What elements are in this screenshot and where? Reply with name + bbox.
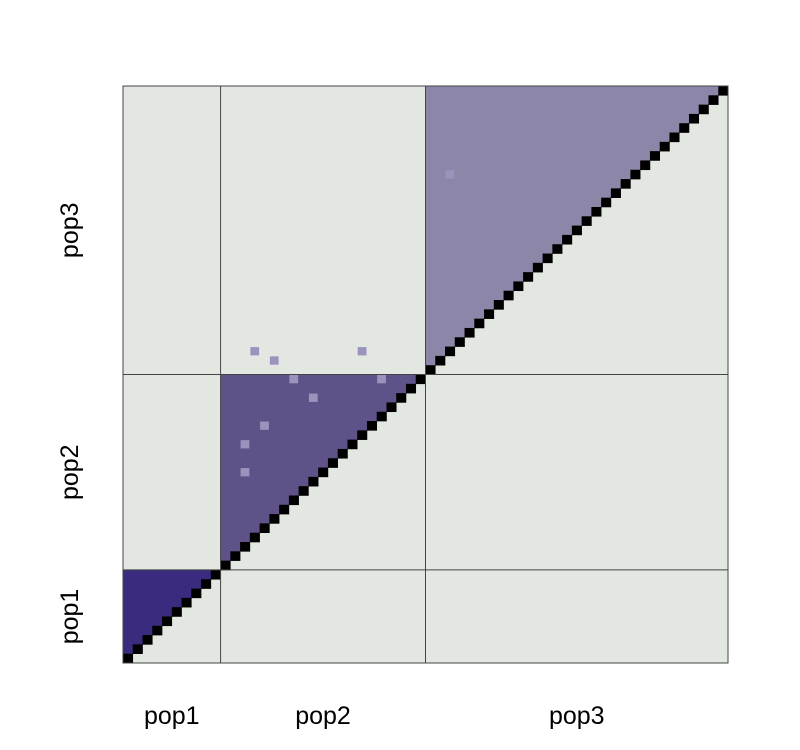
- x-tick-label: pop3: [549, 702, 605, 730]
- plot-frame: [122, 85, 729, 664]
- outlier-cell-1: [269, 356, 279, 365]
- diagonal-cell: [181, 597, 192, 608]
- diagonal-cell: [523, 272, 534, 282]
- y-tick-label: pop3: [56, 202, 84, 258]
- diagonal-cell: [552, 244, 563, 254]
- diagonal-cell: [396, 393, 407, 403]
- diagonal-cell: [230, 551, 241, 561]
- outlier-cell-9: [445, 170, 455, 179]
- diagonal-cell: [308, 476, 319, 487]
- x-tick-label: pop2: [295, 702, 351, 730]
- diagonal-cell: [152, 625, 163, 636]
- diagonal-cell: [698, 104, 709, 115]
- diagonal-cell: [191, 588, 202, 599]
- diagonal-cell: [201, 579, 212, 589]
- diagonal-cell: [337, 448, 348, 459]
- diagonal-cell: [210, 569, 221, 580]
- diagonal-cell: [591, 206, 602, 217]
- diagonal-cell: [415, 374, 426, 385]
- diagonal-cell: [659, 141, 670, 152]
- y-tick-label: pop1: [56, 589, 84, 645]
- diagonal-cell: [279, 504, 290, 515]
- diagonal-cell: [249, 532, 260, 543]
- population-dividers: [123, 86, 728, 663]
- diagonal-cell: [327, 458, 338, 468]
- diagonal-cell: [503, 290, 514, 301]
- diagonal-cell: [318, 467, 329, 478]
- diagonal-cell: [357, 430, 368, 440]
- diagonal-cell: [259, 523, 270, 534]
- diagonal-cell: [142, 635, 153, 645]
- diagonal-cell: [298, 486, 309, 496]
- diagonal-cell: [669, 132, 680, 143]
- outlier-cell-0: [250, 347, 260, 356]
- diagonal-cell: [610, 188, 621, 198]
- diagonal-cell: [240, 542, 251, 552]
- diagonal-cell: [269, 514, 280, 524]
- outlier-cell-3: [289, 375, 299, 384]
- diagonal-cell: [601, 197, 612, 208]
- diagonal-cell: [688, 113, 700, 124]
- diagonal-cell: [474, 318, 485, 329]
- diagonal-cell: [581, 216, 592, 226]
- diagonal-cell: [435, 355, 446, 366]
- diagonal-cell: [376, 411, 387, 422]
- diagonal-cell: [513, 281, 524, 292]
- diagonal-cell: [562, 234, 573, 245]
- diagonal-cell: [571, 225, 582, 236]
- diagonal-cell: [620, 179, 631, 189]
- x-tick-label: pop1: [144, 702, 200, 730]
- diagonal-cell: [484, 309, 495, 319]
- diagonal-cell: [425, 365, 436, 375]
- diagonal-cell: [347, 439, 358, 450]
- outlier-cell-7: [240, 440, 250, 449]
- diagonal-cell: [288, 495, 299, 506]
- diagonal-cell: [220, 560, 231, 571]
- diagonal-cell: [649, 151, 660, 161]
- diagonal-cell: [708, 95, 719, 105]
- outlier-cell-8: [240, 468, 250, 477]
- diagonal-cell: [493, 300, 504, 310]
- diagonal-cell: [445, 346, 456, 357]
- outlier-cell-6: [260, 421, 269, 430]
- outlier-cell-4: [377, 375, 386, 384]
- diagonal-cell: [162, 616, 173, 627]
- diagonal-cell: [366, 421, 378, 431]
- diagonal-cell: [123, 653, 134, 664]
- diagonal-cell: [718, 86, 729, 96]
- diagonal-cell: [386, 402, 397, 413]
- diagonal-cell: [542, 253, 553, 264]
- diagonal-cell: [640, 160, 651, 171]
- diagonal-cell: [679, 123, 690, 133]
- x-tick-labels: pop1 pop2 pop3: [144, 702, 605, 730]
- outlier-cell-5: [308, 393, 318, 402]
- outlier-cell-2: [357, 347, 367, 356]
- y-tick-label: pop2: [56, 444, 84, 500]
- diagonal-cell: [405, 383, 417, 394]
- diagonal-cell: [132, 644, 143, 654]
- diagonal-cell: [454, 337, 465, 347]
- y-tick-labels: pop1 pop2 pop3: [56, 202, 84, 644]
- diagonal-cell: [532, 262, 543, 273]
- diagonal-cell: [630, 169, 641, 180]
- diagonal-cell: [464, 327, 475, 338]
- diagonal-cell: [171, 607, 182, 617]
